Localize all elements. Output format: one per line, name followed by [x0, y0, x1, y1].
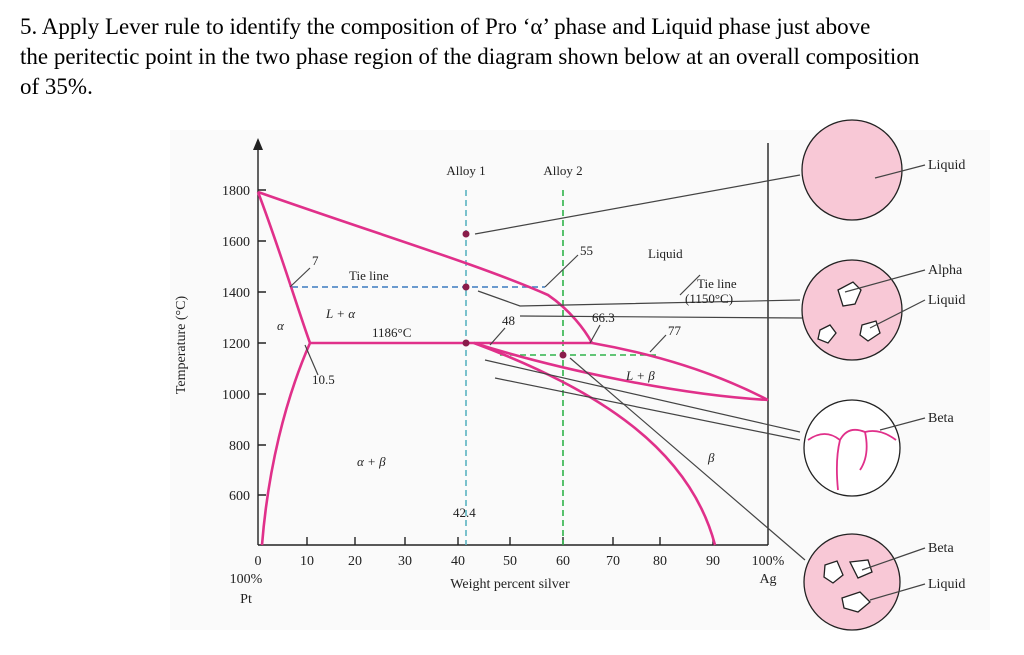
- x-axis-title: Weight percent silver: [450, 577, 570, 592]
- y-axis-title: Temperature (°C): [174, 296, 189, 395]
- micro-circle: [803, 533, 901, 631]
- tie-line-label: Tie line: [349, 268, 389, 283]
- micro-label: Liquid: [928, 577, 965, 592]
- y-tick-labels: 1800 1600 1400 1200 1000 800 600: [222, 184, 250, 504]
- x-tick-label: 80: [653, 554, 667, 569]
- x-tick-label: 0: [255, 554, 262, 569]
- x-tick-label: 30: [398, 554, 412, 569]
- region-label: Liquid: [648, 246, 683, 261]
- region-label: L + α: [325, 306, 356, 321]
- phase-diagram: Temperature (°C) Weight percent silver 1…: [170, 119, 990, 631]
- micro-label: Beta: [928, 411, 954, 426]
- alloy-label: Alloy 2: [543, 163, 582, 178]
- y-tick-label: 1800: [222, 184, 250, 199]
- grain-boundaries: [807, 428, 897, 491]
- alloy-label: Alloy 1: [446, 163, 485, 178]
- tie-line-label: Tie line: [697, 276, 737, 291]
- liquidus: [257, 190, 594, 344]
- beta-grains: [823, 559, 873, 613]
- x-tick-label: 50: [503, 554, 517, 569]
- micro-label: Alpha: [928, 263, 963, 278]
- comp-label: 66.3: [592, 310, 615, 325]
- region-label: α: [277, 318, 285, 333]
- comp-label: 48: [502, 313, 515, 328]
- diagram-labels: Alloy 1 Alloy 2 Liquid L + α α L + β β α…: [277, 163, 737, 520]
- end-label: Ag: [759, 572, 776, 587]
- x-tick-label: 90: [706, 554, 720, 569]
- y-tick-label: 1400: [222, 286, 250, 301]
- end-label: 100%: [230, 572, 263, 587]
- liquidus: [591, 341, 769, 402]
- comp-label: 42.4: [453, 505, 476, 520]
- micro-circle: [801, 259, 903, 361]
- alpha-grains: [817, 281, 881, 344]
- y-tick-label: 800: [229, 439, 250, 454]
- micro-leaders: [844, 164, 926, 601]
- comp-label: 55: [580, 243, 593, 258]
- y-tick-label: 600: [229, 489, 250, 504]
- x-tick-label: 100%: [752, 554, 785, 569]
- y-tick-label: 1600: [222, 235, 250, 250]
- x-tick-label: 40: [451, 554, 465, 569]
- y-tick-label: 1000: [222, 388, 250, 403]
- micro-label: Beta: [928, 541, 954, 556]
- leaders: [289, 174, 806, 561]
- micro-labels: Liquid Alpha Liquid Beta Beta Liquid: [928, 158, 965, 592]
- axis-arrow: [253, 138, 263, 150]
- solvus: [473, 341, 717, 546]
- micro-label: Liquid: [928, 158, 965, 173]
- question-line: the peritectic point in the two phase re…: [20, 44, 920, 69]
- solvus: [260, 342, 312, 546]
- points: [462, 230, 567, 359]
- question-line: 5. Apply Lever rule to identify the comp…: [20, 14, 870, 39]
- region-label: α + β: [357, 454, 386, 469]
- solidus: [256, 191, 312, 344]
- micro-label: Liquid: [928, 293, 965, 308]
- x-tick-label: 20: [348, 554, 362, 569]
- region-label: β: [707, 450, 715, 465]
- region-label: L + β: [625, 368, 655, 383]
- x-tick-label: 60: [556, 554, 570, 569]
- temp-label: 1186°C: [372, 325, 411, 340]
- comp-label: 7: [312, 253, 319, 268]
- question-line: of 35%.: [20, 74, 93, 99]
- x-tick-label: 70: [606, 554, 620, 569]
- micro-circle: [801, 119, 903, 221]
- comp-label: 10.5: [312, 372, 335, 387]
- micro-circle: [803, 399, 901, 497]
- tie-line-label: (1150°C): [685, 291, 733, 306]
- x-tick-label: 10: [300, 554, 314, 569]
- comp-label: 77: [668, 323, 682, 338]
- solidus: [473, 341, 769, 402]
- end-label: Pt: [240, 592, 252, 607]
- x-tick-labels: 0 10 20 30 40 50 60 70 80 90 100% 100% P…: [230, 554, 785, 607]
- y-tick-label: 1200: [222, 337, 250, 352]
